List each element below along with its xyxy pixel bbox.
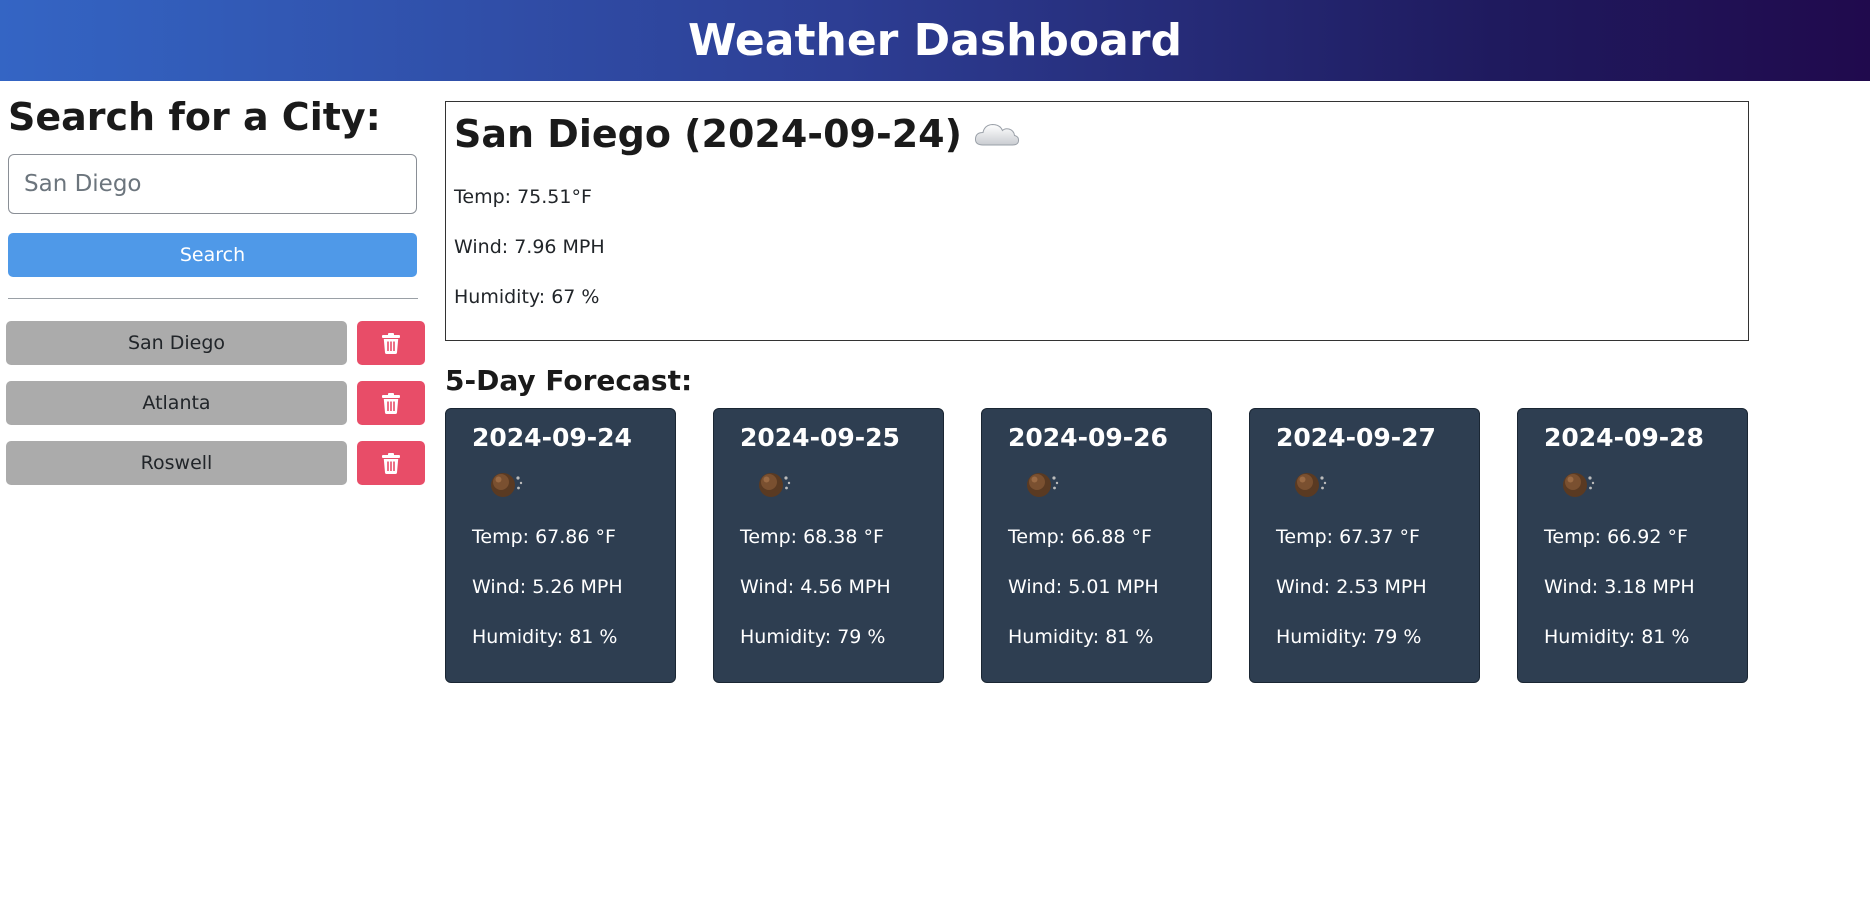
- delete-city-button[interactable]: [357, 321, 425, 365]
- weather-icon: [1027, 473, 1059, 497]
- forecast-card: 2024-09-26 Temp: 66.88 °F Wind: 5.01 MPH…: [981, 408, 1212, 683]
- forecast-humidity: Humidity: 81 %: [1544, 626, 1690, 648]
- forecast-wind: Wind: 4.56 MPH: [740, 576, 891, 598]
- search-heading: Search for a City:: [8, 95, 381, 139]
- forecast-wind: Wind: 2.53 MPH: [1276, 576, 1427, 598]
- forecast-card: 2024-09-27 Temp: 67.37 °F Wind: 2.53 MPH…: [1249, 408, 1480, 683]
- forecast-card: 2024-09-25 Temp: 68.38 °F Wind: 4.56 MPH…: [713, 408, 944, 683]
- trash-icon: [382, 392, 400, 414]
- forecast-wind: Wind: 5.26 MPH: [472, 576, 623, 598]
- forecast-date: 2024-09-27: [1276, 423, 1436, 452]
- delete-city-button[interactable]: [357, 441, 425, 485]
- forecast-temp: Temp: 67.86 °F: [472, 526, 616, 548]
- forecast-date: 2024-09-24: [472, 423, 632, 452]
- forecast-wind: Wind: 3.18 MPH: [1544, 576, 1695, 598]
- delete-city-button[interactable]: [357, 381, 425, 425]
- forecast-humidity: Humidity: 79 %: [1276, 626, 1422, 648]
- forecast-humidity: Humidity: 81 %: [1008, 626, 1154, 648]
- forecast-temp: Temp: 67.37 °F: [1276, 526, 1420, 548]
- forecast-humidity: Humidity: 79 %: [740, 626, 886, 648]
- history-city-button[interactable]: Roswell: [6, 441, 347, 485]
- search-history: San Diego Atlanta: [6, 321, 426, 501]
- search-button[interactable]: Search: [8, 233, 417, 277]
- city-search-input[interactable]: [8, 154, 417, 214]
- weather-icon: [1295, 473, 1327, 497]
- forecast-temp: Temp: 68.38 °F: [740, 526, 884, 548]
- history-item: San Diego: [6, 321, 426, 365]
- trash-icon: [382, 332, 400, 354]
- forecast-date: 2024-09-25: [740, 423, 900, 452]
- page-title: Weather Dashboard: [687, 15, 1183, 66]
- history-item: Atlanta: [6, 381, 426, 425]
- current-city-date: San Diego (2024-09-24): [454, 112, 962, 156]
- weather-icon: [1563, 473, 1595, 497]
- history-city-button[interactable]: San Diego: [6, 321, 347, 365]
- cloud-icon: [974, 123, 1020, 146]
- weather-icon: [491, 473, 523, 497]
- current-weather-panel: San Diego (2024-09-24) Temp: 75.51°F Win…: [445, 101, 1749, 341]
- trash-icon: [382, 452, 400, 474]
- sidebar-divider: [8, 298, 418, 299]
- history-item: Roswell: [6, 441, 426, 485]
- forecast-card: 2024-09-28 Temp: 66.92 °F Wind: 3.18 MPH…: [1517, 408, 1748, 683]
- current-wind: Wind: 7.96 MPH: [454, 236, 605, 258]
- current-temp: Temp: 75.51°F: [454, 186, 592, 208]
- forecast-humidity: Humidity: 81 %: [472, 626, 618, 648]
- history-city-button[interactable]: Atlanta: [6, 381, 347, 425]
- forecast-heading: 5-Day Forecast:: [445, 364, 693, 397]
- weather-icon: [759, 473, 791, 497]
- forecast-date: 2024-09-26: [1008, 423, 1168, 452]
- forecast-wind: Wind: 5.01 MPH: [1008, 576, 1159, 598]
- forecast-date: 2024-09-28: [1544, 423, 1704, 452]
- page-header: Weather Dashboard: [0, 0, 1870, 81]
- forecast-temp: Temp: 66.88 °F: [1008, 526, 1152, 548]
- forecast-card: 2024-09-24 Temp: 67.86 °F Wind: 5.26 MPH…: [445, 408, 676, 683]
- forecast-temp: Temp: 66.92 °F: [1544, 526, 1688, 548]
- current-weather-title: San Diego (2024-09-24): [454, 112, 1020, 156]
- current-humidity: Humidity: 67 %: [454, 286, 600, 308]
